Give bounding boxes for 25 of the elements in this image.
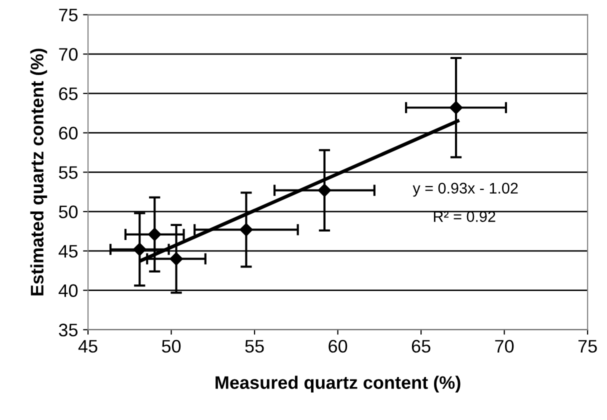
- x-tick-label: 70: [495, 340, 514, 353]
- y-tick-label: 55: [58, 166, 78, 179]
- point: [240, 223, 253, 236]
- y-tick-label: 35: [58, 324, 78, 336]
- x-tick-label: 55: [245, 340, 264, 353]
- x-tick-label: 45: [78, 340, 98, 353]
- point: [133, 242, 146, 256]
- point: [449, 101, 463, 114]
- y-tick-label: 65: [59, 87, 78, 100]
- y-tick-label: 40: [58, 284, 78, 298]
- y-tick-label: 70: [59, 48, 78, 61]
- x-tick-label: 50: [162, 340, 181, 353]
- y-tick-label: 50: [58, 206, 78, 218]
- x-tick-label: 65: [412, 340, 430, 353]
- point: [148, 228, 162, 241]
- annotation: y = 0.93x - 1.02: [412, 182, 518, 197]
- y-axis-title: Estimated quartz content (%): [30, 48, 48, 296]
- x-tick-label: 60: [328, 340, 348, 353]
- x-tick-label: 75: [578, 340, 597, 353]
- y-tick-label: 60: [59, 126, 78, 140]
- y-tick-label: 75: [59, 8, 78, 22]
- y-tick-label: 45: [58, 245, 78, 258]
- x-axis-title: Measured quartz content (%): [216, 376, 460, 393]
- point: [170, 252, 183, 266]
- point: [318, 184, 332, 197]
